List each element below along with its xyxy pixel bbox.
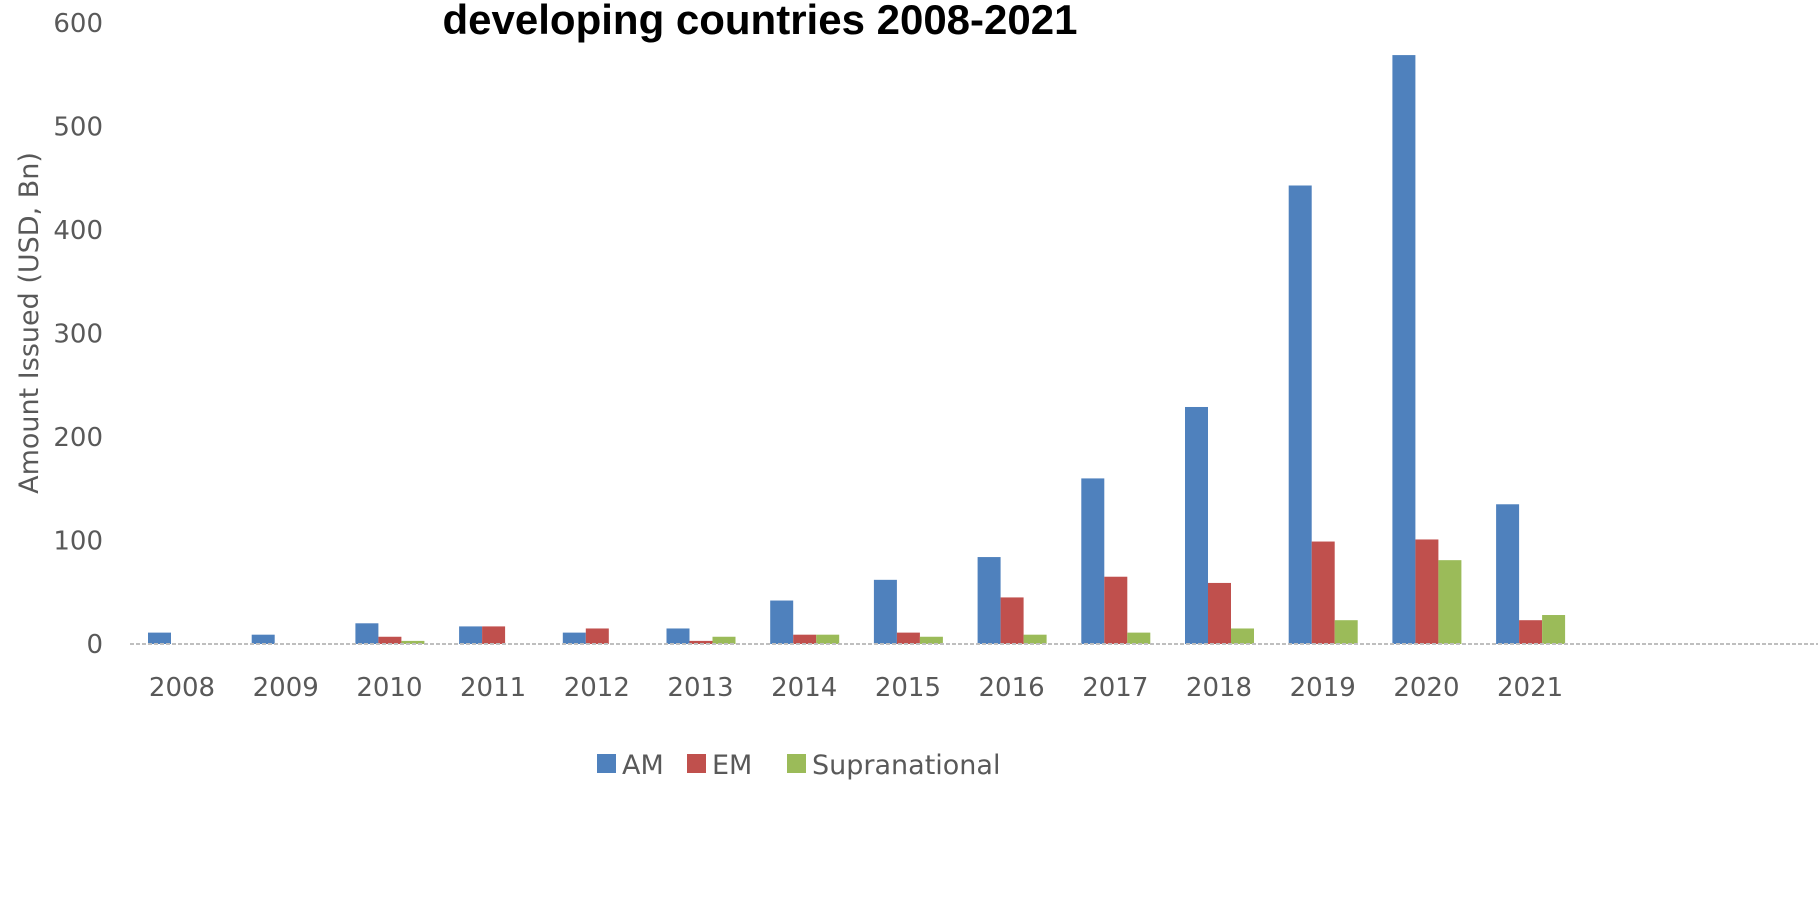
- x-tick-label: 2010: [356, 673, 422, 703]
- legend: AM EM Supranational: [597, 750, 1000, 781]
- x-tick-label: 2018: [1186, 673, 1252, 703]
- bar-em-2011: [482, 626, 506, 644]
- bar-am-2014: [770, 600, 794, 644]
- bar-em-2012: [585, 628, 609, 644]
- y-tick-label: 100: [53, 527, 103, 557]
- legend-swatch-em: [687, 754, 706, 773]
- bar-am-2010: [355, 623, 379, 644]
- bar-em-2021: [1519, 620, 1543, 644]
- bar-em-2019: [1311, 541, 1335, 644]
- bar-am-2015: [873, 579, 897, 644]
- x-tick-label: 2019: [1290, 673, 1356, 703]
- bar-supranational-2019: [1334, 620, 1358, 644]
- bar-em-2013: [689, 640, 713, 644]
- bar-em-2014: [793, 634, 817, 644]
- bar-supranational-2016: [1023, 634, 1047, 644]
- bar-em-2017: [1104, 576, 1128, 644]
- legend-label-supranational: Supranational: [812, 750, 1000, 781]
- bar-em-2016: [1000, 597, 1024, 644]
- bar-am-2018: [1185, 406, 1208, 644]
- bar-supranational-2018: [1231, 628, 1254, 644]
- bar-am-2013: [666, 628, 690, 644]
- y-tick-label: 600: [53, 9, 103, 39]
- y-axis-ticks: 0 100 200 300 400 500 600: [53, 9, 103, 660]
- bar-am-2020: [1392, 55, 1416, 644]
- legend-swatch-am: [597, 754, 616, 773]
- y-axis-label: Amount Issued (USD, Bn): [14, 152, 45, 494]
- bar-am-2008: [148, 632, 171, 644]
- y-tick-label: 400: [53, 216, 103, 246]
- bar-supranational-2013: [712, 636, 736, 644]
- x-tick-label: 2014: [771, 673, 837, 703]
- y-tick-label: 0: [86, 630, 103, 660]
- x-tick-label: 2013: [667, 673, 733, 703]
- y-tick-label: 500: [53, 113, 103, 143]
- bars-layer: [148, 55, 1566, 644]
- chart-title: developing countries 2008-2021: [442, 0, 1078, 43]
- bar-am-2021: [1496, 504, 1520, 644]
- bar-supranational-2020: [1438, 560, 1462, 644]
- bar-em-2018: [1208, 582, 1231, 644]
- x-tick-label: 2016: [979, 673, 1045, 703]
- x-tick-label: 2011: [460, 673, 526, 703]
- bar-supranational-2010: [401, 640, 425, 644]
- x-tick-label: 2021: [1497, 673, 1563, 703]
- legend-label-em: EM: [712, 750, 752, 781]
- bar-supranational-2015: [919, 636, 943, 644]
- bar-supranational-2021: [1542, 615, 1566, 644]
- x-tick-label: 2012: [564, 673, 630, 703]
- x-tick-label: 2020: [1393, 673, 1459, 703]
- bar-am-2016: [977, 557, 1001, 644]
- x-tick-label: 2009: [253, 673, 319, 703]
- legend-label-am: AM: [622, 750, 664, 781]
- x-tick-label: 2017: [1082, 673, 1148, 703]
- y-tick-label: 300: [53, 320, 103, 350]
- legend-swatch-supranational: [787, 754, 806, 773]
- bar-supranational-2014: [816, 634, 840, 644]
- x-axis-ticks: 2008 2009 2010 2011 2012 2013 2014 2015 2016 2017…: [149, 673, 1563, 703]
- bar-supranational-2017: [1127, 632, 1151, 644]
- bar-em-2020: [1415, 539, 1439, 644]
- bar-am-2011: [459, 626, 483, 644]
- bar-am-2017: [1081, 478, 1105, 644]
- x-tick-label: 2008: [149, 673, 215, 703]
- bar-em-2010: [378, 636, 402, 644]
- bar-am-2009: [251, 634, 275, 644]
- bar-am-2019: [1288, 185, 1312, 644]
- bar-am-2012: [562, 632, 586, 644]
- x-tick-label: 2015: [875, 673, 941, 703]
- y-tick-label: 200: [53, 423, 103, 453]
- bar-em-2015: [896, 632, 920, 644]
